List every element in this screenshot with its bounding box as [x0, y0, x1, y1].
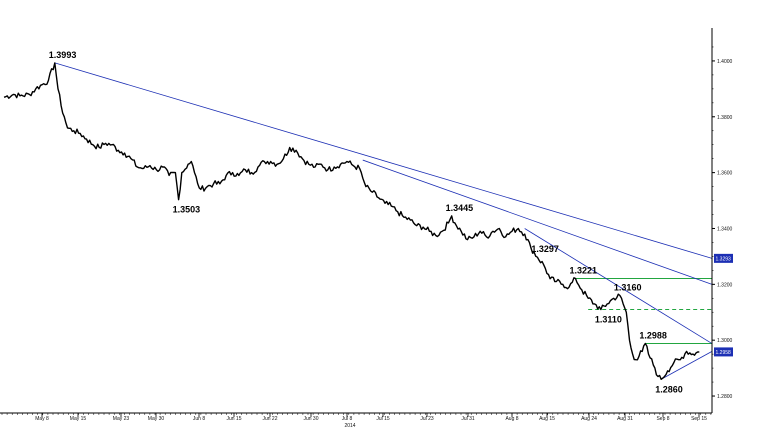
x-tick-label: Aug 31 [617, 416, 633, 422]
x-tick-label: May 8 [35, 416, 49, 422]
price-badge-label: 1.3293 [716, 256, 732, 262]
x-tick-label: May 15 [70, 416, 87, 422]
x-tick-label: Jul 31 [461, 416, 475, 422]
x-tick-label: Sep 15 [691, 416, 707, 422]
x-tick-label: Jul 23 [420, 416, 434, 422]
trendline [362, 159, 713, 285]
x-tick-label: May 23 [113, 416, 130, 422]
price-series [3, 62, 700, 380]
x-tick-label: Jun 22 [262, 416, 277, 422]
y-tick-label: 1.2800 [717, 394, 733, 400]
x-tick-label: Jul 8 [342, 416, 353, 422]
y-tick-label: 1.3200 [717, 282, 733, 288]
price-badge [714, 253, 733, 263]
x-tick-label: May 30 [148, 416, 165, 422]
price-annotation: 1.2988 [639, 331, 667, 341]
y-tick-label: 1.4000 [717, 59, 733, 65]
y-tick-label: 1.3400 [717, 226, 733, 232]
x-year-label: 2014 [344, 423, 355, 429]
x-axis: May 8 May 15 May 23 May 30 Jun 8 Jun 15 Jun 22… [0, 412, 712, 429]
price-annotations: 1.3993 1.3503 1.3445 1.3297 1.3221 1.3160 1.31… [49, 50, 683, 394]
trendlines [54, 62, 713, 380]
price-badges: 1.3293 1.2958 [714, 253, 733, 357]
trendline [661, 351, 713, 380]
trendline [54, 62, 713, 259]
price-annotation: 1.2860 [655, 384, 683, 394]
price-line [3, 62, 700, 380]
price-badge-label: 1.2958 [716, 350, 732, 356]
x-tick-label: Aug 8 [505, 416, 518, 422]
price-annotation: 1.3110 [595, 314, 622, 324]
y-tick-label: 1.3000 [717, 338, 733, 344]
price-annotation: 1.3993 [49, 50, 77, 60]
price-badge [714, 347, 733, 357]
x-tick-label: Aug 15 [539, 416, 555, 422]
x-tick-label: Sep 8 [656, 416, 669, 422]
price-annotation: 1.3445 [446, 203, 474, 213]
trendline [524, 228, 713, 344]
y-axis: 1.4000 1.3800 1.3600 1.3400 1.3200 1.3000 1.28… [711, 28, 733, 413]
x-tick-label: Jun 15 [226, 416, 241, 422]
x-tick-label: Jun 8 [193, 416, 205, 422]
x-tick-label: Aug 24 [581, 416, 597, 422]
price-annotation: 1.3160 [614, 283, 642, 293]
price-annotation: 1.3297 [531, 244, 559, 254]
y-tick-label: 1.3800 [717, 115, 733, 121]
x-tick-label: Jun 30 [303, 416, 318, 422]
price-annotation: 1.3221 [569, 265, 597, 275]
price-annotation: 1.3503 [173, 205, 201, 215]
horizontal-levels [575, 277, 712, 345]
y-tick-label: 1.3600 [717, 171, 733, 177]
x-tick-label: Jul 15 [376, 416, 390, 422]
